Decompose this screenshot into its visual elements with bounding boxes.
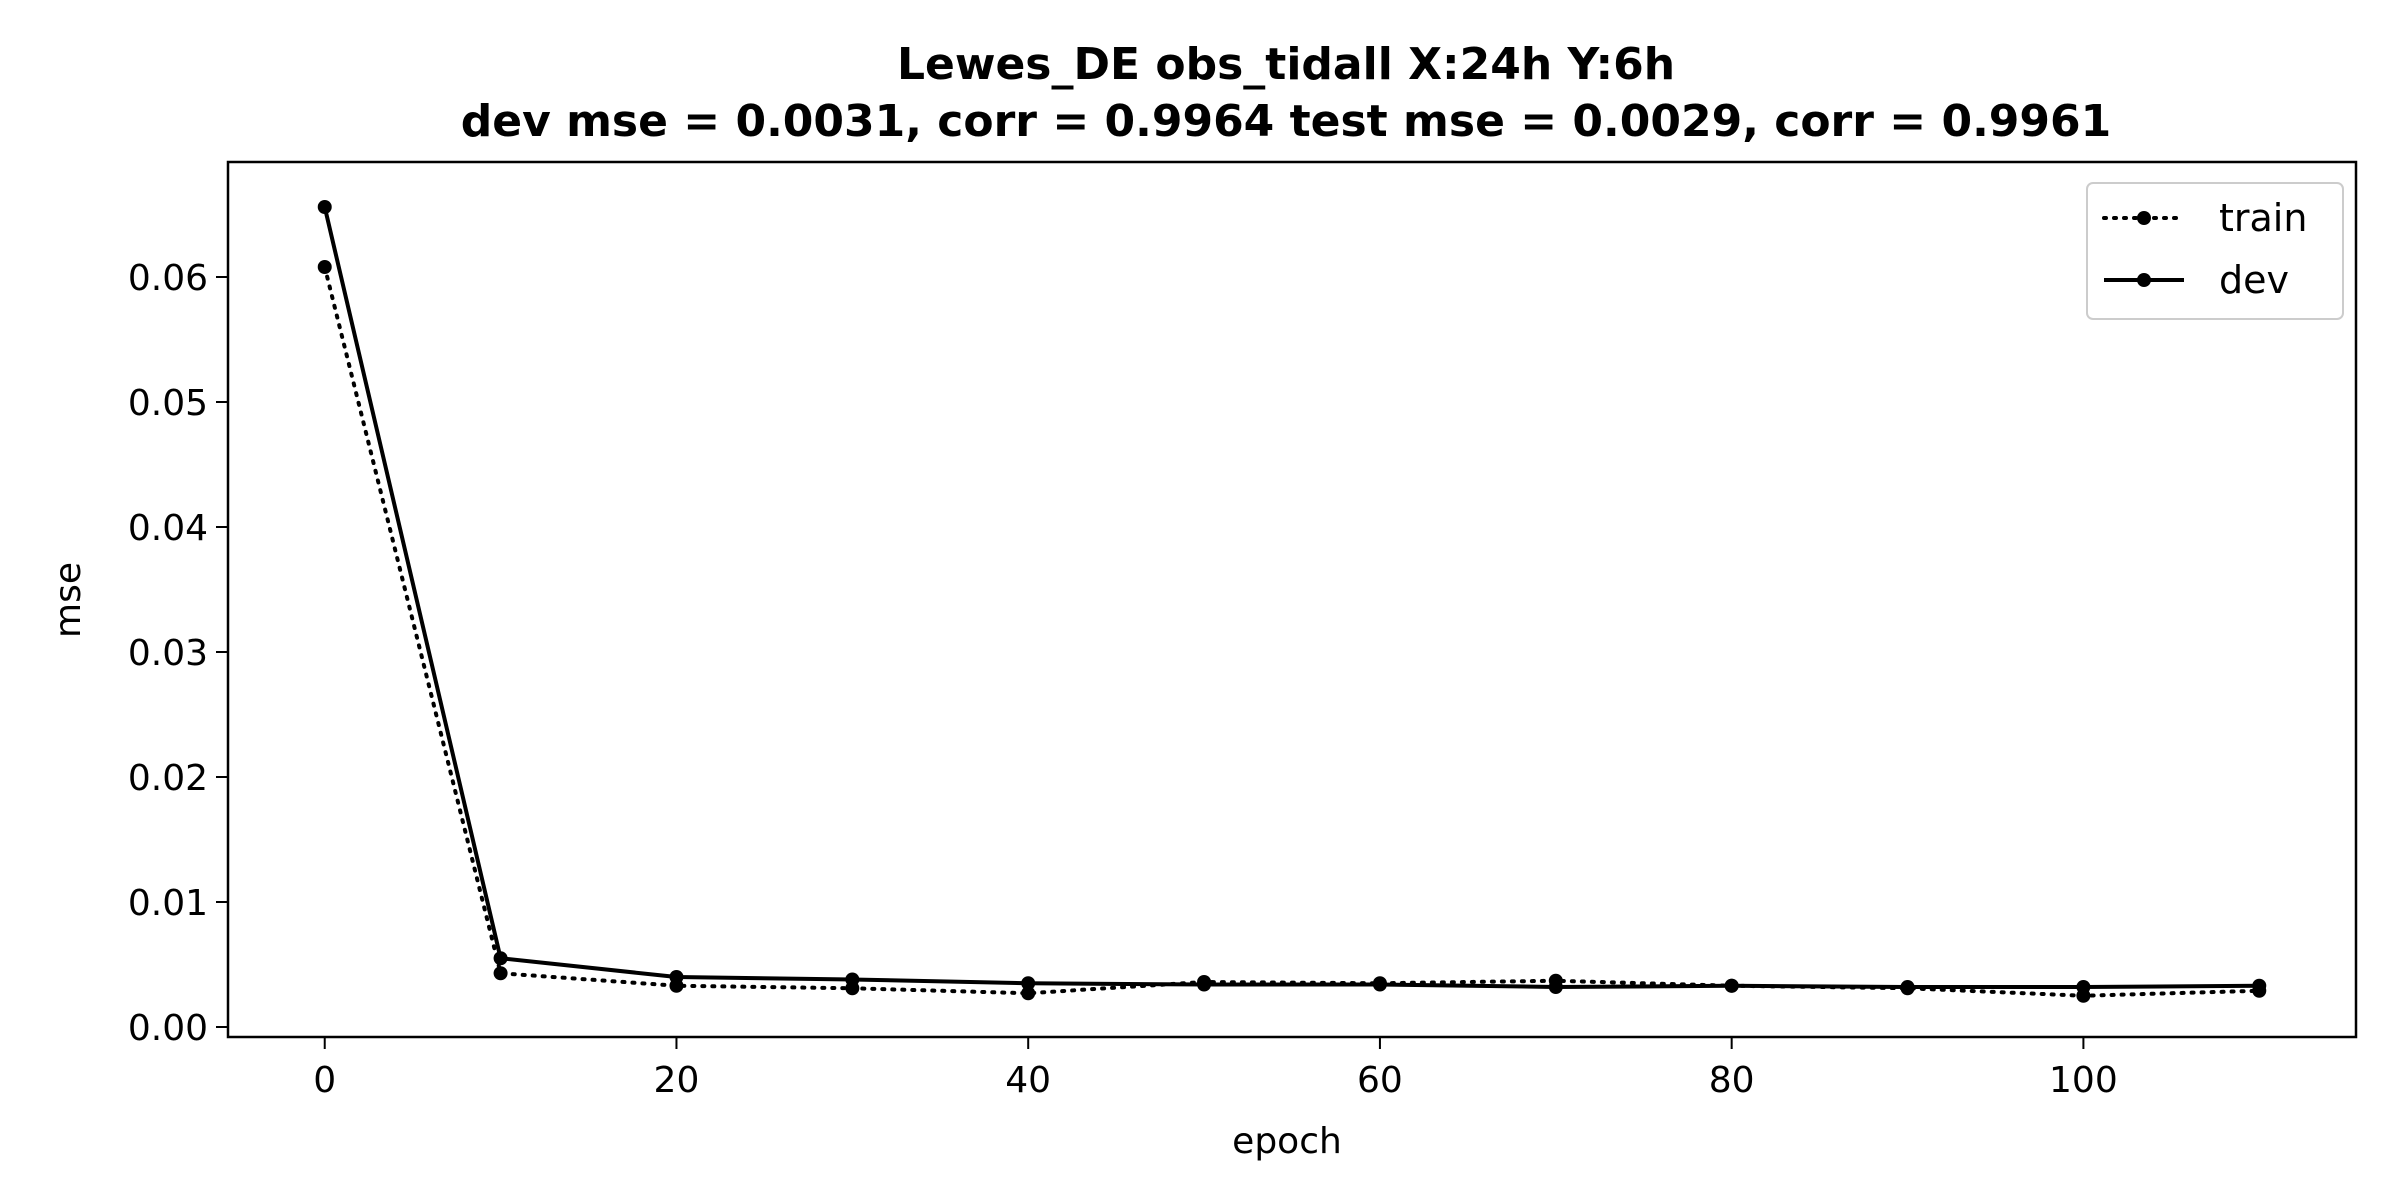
data-point-dev [2252, 978, 2267, 993]
series-line-dev [322, 206, 2260, 989]
x-tick-label: 0 [313, 1060, 336, 1101]
legend-marker-dev [2137, 273, 2151, 287]
data-point-dev [2076, 980, 2091, 994]
legend: train dev [2086, 182, 2344, 320]
legend-box [2086, 182, 2344, 320]
data-point-dev [317, 200, 332, 214]
data-point-dev [669, 970, 684, 984]
data-point-dev [845, 972, 860, 987]
plot-area [226, 160, 2358, 1039]
data-point-dev [1021, 976, 1036, 991]
y-tick-label: 0.05 [128, 383, 208, 424]
x-tick-label: 40 [1005, 1060, 1051, 1101]
data-point-train [317, 260, 332, 274]
data-point-train [1021, 986, 1036, 1001]
data-point-dev [1900, 980, 1915, 994]
legend-label-train: train [2219, 196, 2307, 240]
chart-subtitle: dev mse = 0.0031, corr = 0.9964 test mse… [461, 96, 2112, 147]
data-point-dev [493, 951, 508, 966]
y-tick-label: 0.00 [128, 1008, 208, 1049]
legend-marker-train [2137, 211, 2151, 225]
y-axis-label: mse [48, 562, 89, 638]
x-axis: 0 20 40 60 80 100 [313, 1037, 2118, 1101]
legend-label-dev: dev [2219, 258, 2289, 302]
x-tick-label: 20 [654, 1060, 700, 1101]
x-tick-label: 80 [1709, 1060, 1755, 1101]
y-tick-label: 0.02 [128, 758, 208, 799]
y-axis: 0.00 0.01 0.02 0.03 0.04 0.05 0.06 [128, 258, 228, 1049]
y-tick-label: 0.04 [128, 508, 208, 549]
chart-title: Lewes_DE obs_tidall X:24h Y:6h [897, 39, 1675, 90]
plot-frame [226, 160, 2358, 1039]
data-point-dev [1724, 978, 1739, 993]
series-layer [317, 200, 2267, 1003]
y-tick-label: 0.06 [128, 258, 208, 299]
data-point-dev [1197, 977, 1212, 992]
y-tick-label: 0.01 [128, 883, 208, 924]
data-point-train [493, 966, 508, 981]
data-point-dev [1548, 980, 1563, 994]
x-tick-label: 60 [1357, 1060, 1403, 1101]
x-axis-label: epoch [1232, 1121, 1342, 1162]
data-point-dev [1372, 977, 1387, 992]
y-tick-label: 0.03 [128, 633, 208, 674]
x-tick-label: 100 [2049, 1060, 2118, 1101]
